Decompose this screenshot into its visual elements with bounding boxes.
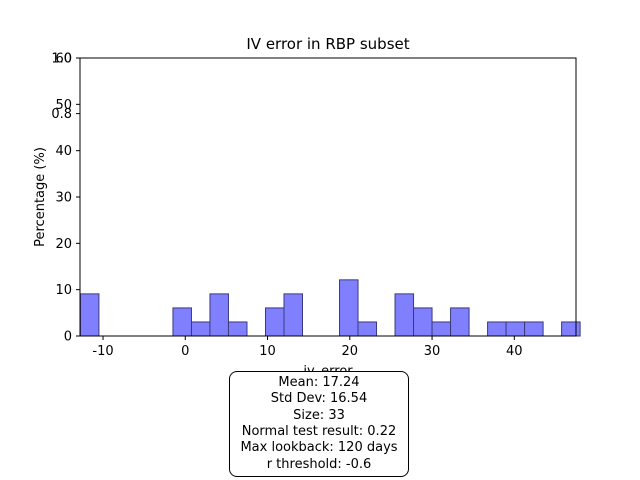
y-tick-label: 10 bbox=[55, 283, 72, 298]
bars-group bbox=[79, 279, 581, 337]
histogram-bar-16 bbox=[561, 321, 581, 337]
y-tick-label: 60 bbox=[55, 52, 72, 67]
stats-annotation-box: Mean: 17.24 Std Dev: 16.54 Size: 33 Norm… bbox=[229, 371, 409, 477]
stats-size: Size: 33 bbox=[293, 407, 345, 423]
y-axis-label: Percentage (%) bbox=[33, 147, 48, 247]
x-tick-label: 40 bbox=[506, 344, 523, 359]
histogram-bar-1 bbox=[172, 307, 192, 337]
axes-group: -10 0 10 20 30 40 0 10 20 30 40 50 601.0 0.8 bbox=[51, 52, 577, 359]
histogram-bar-8 bbox=[357, 321, 378, 337]
x-tick-label: 0 bbox=[181, 344, 189, 359]
plot-frame bbox=[79, 57, 577, 337]
histogram-bar-9 bbox=[394, 293, 415, 337]
stray-tick-label: 1.0 bbox=[51, 52, 72, 67]
stats-normal-test: Normal test result: 0.22 bbox=[241, 424, 397, 439]
histogram-bar-5 bbox=[264, 307, 285, 337]
y-tick-label: 50 bbox=[55, 98, 72, 113]
stats-r-threshold: r threshold: -0.6 bbox=[266, 456, 372, 472]
histogram-bar-14 bbox=[505, 321, 526, 337]
x-tick-label: 30 bbox=[424, 344, 441, 359]
histogram-bar-2 bbox=[190, 321, 211, 337]
y-tick-label: 0 bbox=[64, 330, 72, 345]
stray-tick-label: 0.8 bbox=[51, 107, 72, 122]
histogram-bar-0 bbox=[79, 293, 100, 337]
histogram-bar-11 bbox=[431, 321, 452, 337]
histogram-bar-3 bbox=[209, 293, 229, 337]
histogram-bar-13 bbox=[487, 321, 507, 337]
y-tick-label: 20 bbox=[55, 237, 72, 252]
x-tick-label: 20 bbox=[342, 344, 359, 359]
histogram-bar-4 bbox=[227, 321, 248, 337]
x-tick-label: 10 bbox=[259, 344, 276, 359]
histogram-bar-15 bbox=[524, 321, 544, 337]
stats-mean: Mean: 17.24 bbox=[278, 375, 360, 391]
stats-max-lookback: Max lookback: 120 days bbox=[240, 440, 398, 456]
y-tick-label: 30 bbox=[55, 191, 72, 206]
x-tick-label: -10 bbox=[92, 344, 113, 359]
y-tick-label: 40 bbox=[55, 144, 72, 159]
histogram-bar-12 bbox=[450, 307, 470, 337]
histogram-bar-6 bbox=[283, 293, 303, 337]
chart-title: IV error in RBP subset bbox=[246, 35, 409, 53]
stats-std-dev: Std Dev: 16.54 bbox=[270, 391, 368, 407]
histogram-bar-10 bbox=[413, 307, 433, 337]
histogram-bar-7 bbox=[339, 279, 359, 337]
